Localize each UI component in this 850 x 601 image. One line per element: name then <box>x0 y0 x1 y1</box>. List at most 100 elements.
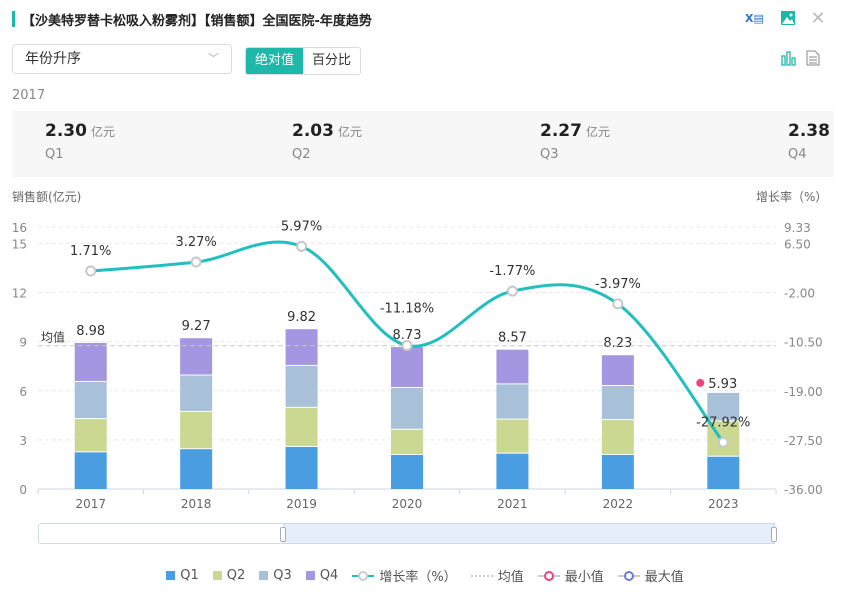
chart-plot: 0 -36.00 3 -27.50 6 -19.00 9 -10.50 12 -2.00 15 6.5… <box>12 219 823 511</box>
bar-segment-q2 <box>74 419 107 452</box>
document-icon[interactable] <box>806 50 820 70</box>
x-tick-label: 2017 <box>75 497 106 511</box>
page-title: 【沙美特罗替卡松吸入粉雾剂】【销售额】全国医院-年度趋势 <box>22 14 372 29</box>
bar-segment-q1 <box>285 446 318 489</box>
legend-item-max[interactable]: 最大值 <box>617 566 684 585</box>
bar-total-label: 8.98 <box>76 324 105 339</box>
bar-segment-q1 <box>707 456 740 489</box>
y-tick-label: 6 <box>19 385 27 399</box>
zoom-handle-right[interactable] <box>771 527 777 542</box>
y2-axis-title: 增长率（%） <box>756 190 828 204</box>
y-axis-title: 销售额(亿元) <box>12 190 82 204</box>
bar-segment-q4 <box>180 338 213 375</box>
card-unit: 亿元 <box>585 125 610 139</box>
y2-tick-label: -27.50 <box>784 434 823 448</box>
y2-tick-label: -10.50 <box>784 336 823 350</box>
bar-segment-q3 <box>601 386 634 420</box>
bar-total-label: 8.23 <box>603 336 632 351</box>
quarter-card: 2.30 亿元 Q1 <box>45 121 115 162</box>
value-mode-toggle[interactable]: 绝对值 百分比 <box>245 47 362 75</box>
sort-select[interactable]: 年份升序 ﹀ <box>12 44 232 74</box>
card-unit: 亿元 <box>337 125 362 139</box>
growth-label: 5.97% <box>281 219 322 234</box>
y2-tick-label: -36.00 <box>784 483 823 497</box>
average-label: 均值 <box>41 330 65 345</box>
growth-point <box>506 285 518 297</box>
bar-segment-q4 <box>391 347 423 387</box>
sort-select-value: 年份升序 <box>25 51 81 67</box>
growth-label: 1.71% <box>70 244 111 259</box>
legend-swatch <box>305 571 315 580</box>
y2-tick-label: 6.50 <box>784 237 811 251</box>
zoom-handle-left[interactable] <box>280 527 287 542</box>
bar-segment-q2 <box>601 420 634 454</box>
quarter-card: 2.03 亿元 Q2 <box>292 121 362 162</box>
bar-segment-q4 <box>285 329 318 365</box>
bar-segment-q1 <box>601 454 634 489</box>
growth-label: -11.18% <box>380 302 434 317</box>
quarter-card: 2.38亿元Q4 <box>788 121 834 162</box>
bar-chart-icon[interactable] <box>780 50 796 70</box>
chevron-down-icon: ﹀ <box>208 52 219 65</box>
image-export-icon[interactable] <box>779 10 797 28</box>
growth-label: -1.77% <box>489 264 535 279</box>
legend-label: 均值 <box>497 570 524 585</box>
y-tick-label: 16 <box>12 221 27 235</box>
legend-item-min[interactable]: 最小值 <box>537 566 604 585</box>
bar-segment-q1 <box>74 452 107 489</box>
card-value: 2.38 <box>788 121 830 141</box>
title-accent <box>12 11 15 27</box>
x-tick-label: 2019 <box>286 497 317 511</box>
bar-segment-q1 <box>496 453 529 489</box>
y-tick-label: 0 <box>19 483 27 497</box>
growth-label: -3.97% <box>595 277 641 292</box>
bar-segment-q3 <box>496 384 529 419</box>
legend-item-q2[interactable]: Q2 <box>212 566 246 585</box>
legend-item-average[interactable]: 均值 <box>470 566 524 585</box>
bar-segment-q3 <box>707 392 740 421</box>
bar-total-label: 8.57 <box>498 331 527 346</box>
toggle-percent[interactable]: 百分比 <box>312 53 352 68</box>
excel-export-icon[interactable]: X▤ <box>745 12 764 25</box>
x-tick-label: 2020 <box>392 497 423 511</box>
quarter-card: 2.27 亿元 Q3 <box>540 121 610 162</box>
bar-segment-q3 <box>285 365 318 407</box>
dotted-line-icon <box>470 575 493 576</box>
growth-point <box>612 298 624 310</box>
growth-point <box>85 265 97 277</box>
card-label: Q3 <box>540 147 559 162</box>
card-value: 2.30 <box>45 121 87 141</box>
y2-tick-label: -2.00 <box>784 287 815 301</box>
growth-point <box>717 436 729 448</box>
bar-total-label: 5.93 <box>708 377 737 392</box>
growth-point <box>296 240 308 252</box>
legend-item-q3[interactable]: Q3 <box>259 566 292 585</box>
card-label: Q1 <box>45 147 64 162</box>
legend-label: 最大值 <box>644 570 684 585</box>
legend-label: Q3 <box>273 568 292 583</box>
legend-item-growth[interactable]: 增长率（%） <box>352 566 457 585</box>
card-value: 2.03 <box>292 121 334 141</box>
bar-total-label: 9.27 <box>182 319 211 334</box>
legend-label: Q2 <box>226 568 246 583</box>
card-label: Q4 <box>788 147 807 162</box>
bar-segment-q1 <box>391 454 423 489</box>
growth-label: -27.92% <box>696 415 750 430</box>
x-tick-label: 2018 <box>181 497 212 511</box>
x-tick-label: 2022 <box>603 497 634 511</box>
legend-label: 增长率（%） <box>379 570 457 585</box>
zoom-slider-selection[interactable] <box>283 523 775 544</box>
legend-item-q4[interactable]: Q4 <box>305 566 338 585</box>
bar-segment-q1 <box>180 449 213 489</box>
growth-line-icon <box>352 570 375 581</box>
close-icon[interactable]: ✕ <box>810 8 826 29</box>
legend-swatch <box>166 571 176 580</box>
summary-year: 2017 <box>12 88 46 103</box>
card-value: 2.27 <box>540 121 582 141</box>
legend-swatch <box>212 571 222 580</box>
legend-item-q1[interactable]: Q1 <box>166 566 199 585</box>
bar-segment-q4 <box>601 355 634 386</box>
toggle-absolute[interactable]: 绝对值 <box>246 48 304 74</box>
card-unit: 亿元 <box>90 125 115 139</box>
